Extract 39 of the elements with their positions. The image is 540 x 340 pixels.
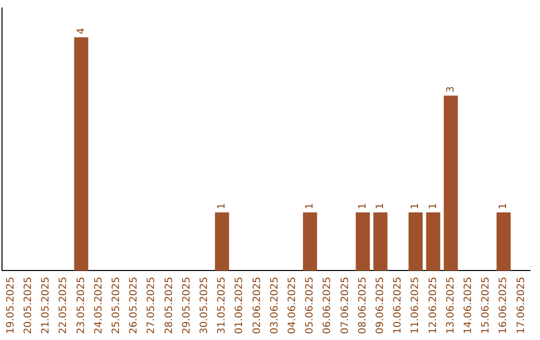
x-tick-label: 19.05.2025: [5, 276, 16, 334]
x-tick-label: 23.05.2025: [76, 276, 87, 334]
x-tick-label: 27.05.2025: [146, 276, 158, 334]
x-tick-label: 16.06.2025: [498, 276, 510, 334]
x-tick-label: 21.05.2025: [40, 276, 52, 334]
x-tick-label: 15.06.2025: [480, 276, 492, 334]
data-label: 1: [357, 202, 368, 210]
x-tick-label: 07.06.2025: [340, 276, 351, 334]
x-tick-label: 12.06.2025: [428, 276, 439, 334]
x-tick-label: 22.05.2025: [58, 276, 70, 334]
x-tick-label: 11.06.2025: [410, 276, 422, 334]
data-label: 1: [428, 202, 439, 210]
x-tick-label: 29.05.2025: [181, 276, 192, 334]
data-label: 1: [410, 202, 422, 210]
x-tick-label: 09.06.2025: [374, 276, 386, 334]
data-label: 1: [374, 202, 386, 210]
x-tick-label: 28.05.2025: [164, 276, 175, 334]
x-tick-label: 25.05.2025: [110, 276, 122, 334]
x-tick-label: 04.06.2025: [286, 276, 298, 334]
data-label: 3: [445, 86, 456, 93]
data-label: 4: [76, 28, 87, 34]
x-tick-label: 24.05.2025: [93, 276, 104, 334]
x-tick-label: 10.06.2025: [392, 276, 404, 334]
x-tick-label: 17.06.2025: [516, 276, 527, 334]
x-tick-label: 05.06.2025: [304, 276, 316, 334]
x-tick-label: 14.06.2025: [462, 276, 474, 334]
x-tick-label: 08.06.2025: [357, 276, 368, 334]
data-label: 1: [498, 202, 510, 210]
x-tick-label: 06.06.2025: [322, 276, 334, 334]
x-tick-label: 30.05.2025: [198, 276, 210, 334]
x-tick-label: 02.06.2025: [252, 276, 263, 334]
x-tick-label: 01.06.2025: [234, 276, 246, 334]
x-tick-label: 03.06.2025: [269, 276, 280, 334]
data-label: 1: [216, 202, 228, 210]
x-tick-label: 13.06.2025: [445, 276, 456, 334]
x-tick-label: 26.05.2025: [128, 276, 140, 334]
x-tick-label: 20.05.2025: [22, 276, 34, 334]
x-tick-label: 31.05.2025: [216, 276, 228, 334]
data-label: 1: [304, 202, 316, 210]
